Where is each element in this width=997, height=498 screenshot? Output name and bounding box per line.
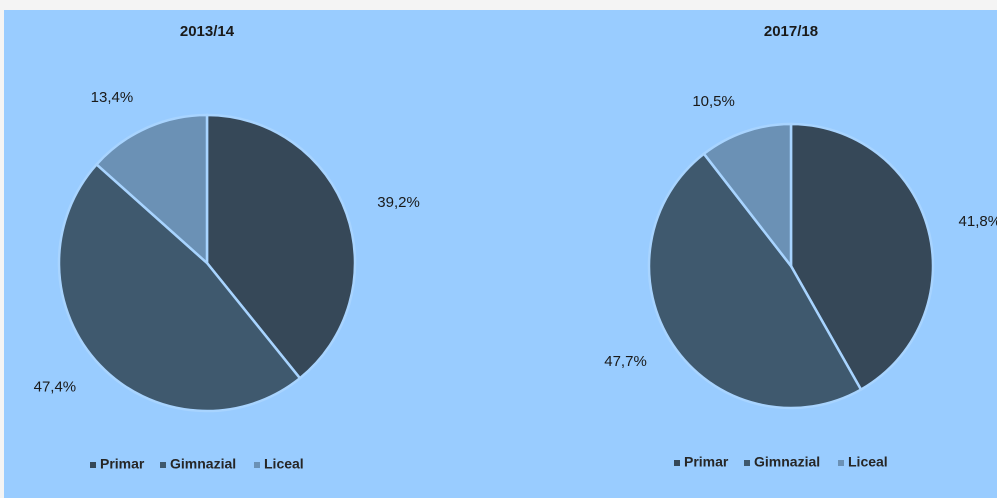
legend-marker [838, 460, 844, 466]
data-label: 10,5% [692, 93, 735, 110]
legend-label: Liceal [848, 454, 888, 470]
legend-label: Primar [684, 454, 729, 470]
chart-title: 2017/18 [764, 23, 818, 40]
pie-slice [57, 162, 302, 413]
legend-marker [160, 462, 166, 468]
pie-slice [94, 113, 209, 266]
legend-label: Primar [100, 456, 145, 472]
pie-slice [702, 122, 793, 270]
legend-marker [254, 462, 260, 468]
data-label: 47,7% [604, 353, 647, 370]
legend-marker [90, 462, 96, 468]
data-label: 41,8% [959, 213, 997, 230]
legend-label: Liceal [264, 456, 304, 472]
data-label: 39,2% [377, 194, 420, 211]
legend-label: Gimnazial [754, 454, 820, 470]
legend-marker [674, 460, 680, 466]
data-label: 13,4% [91, 89, 134, 106]
chart-title: 2013/14 [180, 23, 235, 40]
pie-slice [647, 152, 863, 410]
pie-slice [789, 122, 935, 392]
legend-marker [744, 460, 750, 466]
legend-label: Gimnazial [170, 456, 236, 472]
data-label: 47,4% [34, 378, 77, 395]
pie-slice [205, 113, 357, 380]
